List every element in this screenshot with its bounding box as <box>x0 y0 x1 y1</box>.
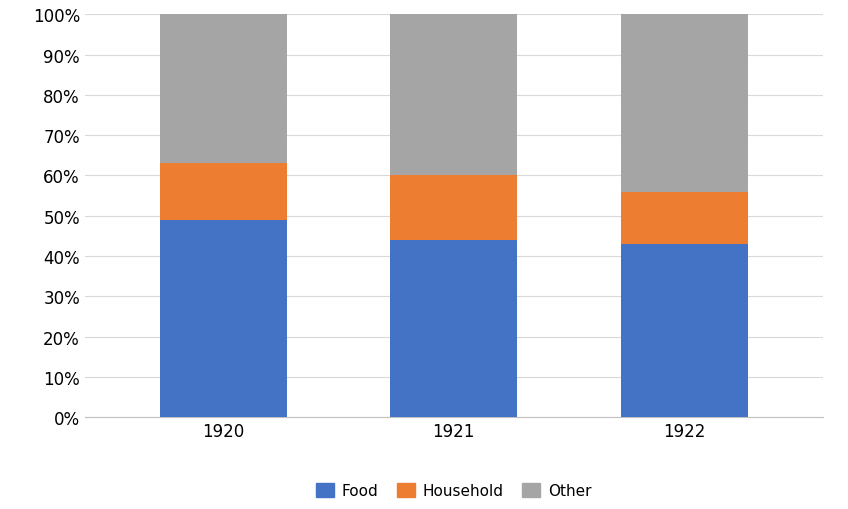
Bar <box>621 244 748 417</box>
Bar <box>621 192 748 244</box>
Bar <box>159 220 287 417</box>
Legend: Food, Household, Other: Food, Household, Other <box>310 477 598 504</box>
Bar <box>390 176 517 240</box>
Bar <box>159 164 287 220</box>
Bar <box>390 240 517 417</box>
Bar <box>159 15 287 164</box>
Bar <box>390 15 517 176</box>
Bar <box>621 15 748 192</box>
